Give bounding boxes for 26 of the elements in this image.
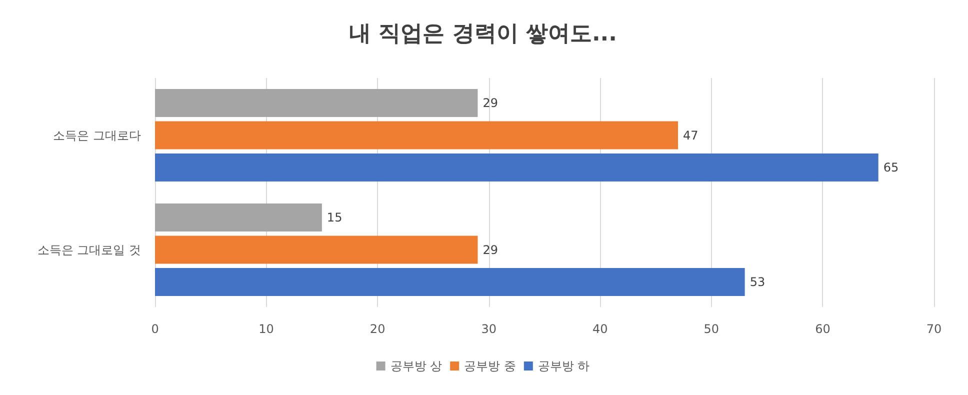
y-tick-label: 소득은 그대로다 xyxy=(53,128,141,142)
legend-label: 공부방 중 xyxy=(464,359,516,373)
x-tick-label: 60 xyxy=(815,322,830,336)
data-label: 15 xyxy=(326,210,342,225)
x-tick-label: 20 xyxy=(370,322,386,336)
x-tick-label: 0 xyxy=(151,322,159,336)
bar xyxy=(155,153,878,182)
bar xyxy=(155,268,745,296)
x-tick-label: 10 xyxy=(258,322,274,336)
data-label: 53 xyxy=(750,274,766,289)
chart-title: 내 직업은 경력이 쌓여도... xyxy=(348,22,618,46)
bar xyxy=(155,121,678,150)
legend-label: 공부방 상 xyxy=(390,359,442,373)
bar xyxy=(155,204,322,232)
bar xyxy=(155,236,478,264)
data-label: 29 xyxy=(482,242,498,257)
bar xyxy=(155,89,478,118)
x-tick-label: 30 xyxy=(481,322,496,336)
x-tick-label: 70 xyxy=(926,322,942,336)
data-label: 47 xyxy=(683,128,698,142)
x-tick-label: 50 xyxy=(704,322,720,336)
data-label: 29 xyxy=(482,96,498,110)
data-label: 65 xyxy=(883,160,899,174)
legend-label: 공부방 하 xyxy=(538,359,590,373)
x-tick-label: 40 xyxy=(592,322,608,336)
y-tick-label: 소득은 그대로일 것 xyxy=(37,242,141,257)
